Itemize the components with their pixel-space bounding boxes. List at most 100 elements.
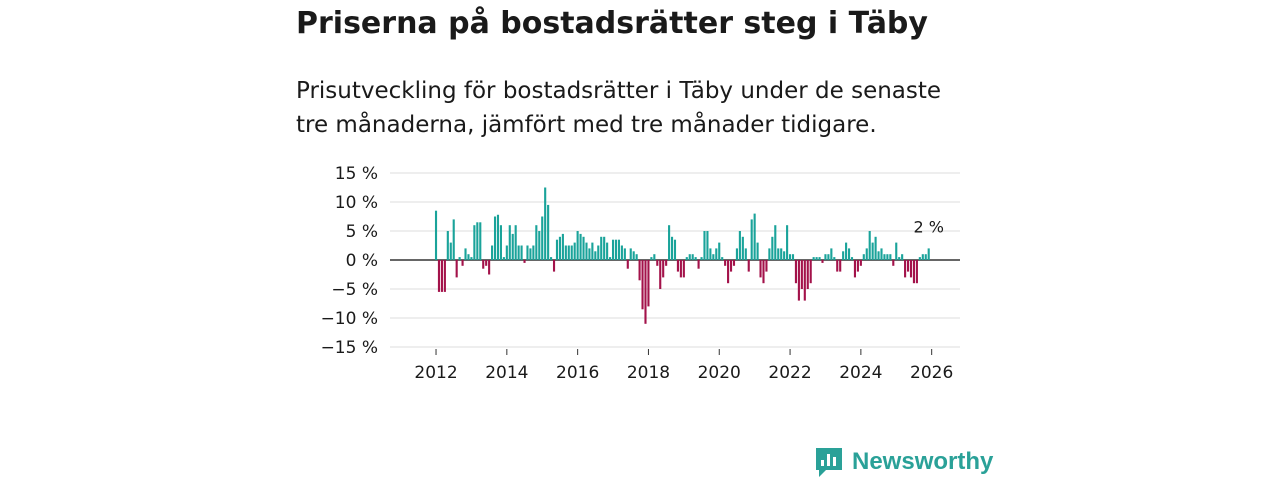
bar xyxy=(511,233,514,260)
bar xyxy=(558,236,561,260)
bar xyxy=(898,257,901,260)
bar xyxy=(552,260,556,272)
x-tick-label: 2024 xyxy=(839,363,882,383)
bar xyxy=(673,239,677,260)
newsworthy-logo: Newsworthy xyxy=(814,444,993,480)
bar xyxy=(768,248,771,260)
bar xyxy=(850,257,854,260)
bar xyxy=(762,260,765,284)
bar xyxy=(679,260,682,278)
bar xyxy=(591,242,594,260)
bar xyxy=(797,260,800,301)
bar xyxy=(824,254,827,260)
bar xyxy=(862,254,865,260)
bar xyxy=(635,254,638,260)
x-tick-label: 2016 xyxy=(556,363,599,383)
bar xyxy=(582,236,585,260)
bar xyxy=(859,260,862,266)
end-value-label: 2 % xyxy=(913,217,943,236)
bar xyxy=(482,260,485,269)
bar xyxy=(561,233,564,260)
bar xyxy=(786,225,789,260)
bar xyxy=(685,257,688,260)
bar xyxy=(550,257,553,260)
newsworthy-icon xyxy=(816,448,842,477)
x-tick-label: 2018 xyxy=(627,363,670,383)
bar xyxy=(706,231,709,260)
bar xyxy=(476,222,479,260)
bar xyxy=(535,225,538,260)
chart-title: Priserna på bostadsrätter steg i Täby xyxy=(296,6,928,41)
y-axis: 15 % 10 % 5 % 0 % −5 % −10 % −15 % xyxy=(321,164,378,358)
bar xyxy=(656,260,659,266)
bar xyxy=(865,248,868,260)
bars xyxy=(434,187,930,324)
bar xyxy=(886,254,889,260)
bar xyxy=(794,260,798,284)
bar xyxy=(842,251,845,260)
bar xyxy=(892,260,895,266)
bar xyxy=(871,242,874,260)
bar xyxy=(485,260,488,266)
bar xyxy=(520,245,523,260)
x-axis: 2012 2014 2016 2018 2020 2022 2024 2026 xyxy=(414,349,953,383)
bar xyxy=(567,245,570,260)
x-tick-label: 2020 xyxy=(698,363,741,383)
bar xyxy=(620,245,623,260)
bar xyxy=(771,236,774,260)
bar xyxy=(617,239,620,260)
bar xyxy=(724,260,727,266)
bar xyxy=(647,260,650,307)
bar xyxy=(499,225,502,260)
bar xyxy=(434,210,438,260)
x-tick-label: 2012 xyxy=(414,363,457,383)
bar xyxy=(697,260,700,269)
bar xyxy=(576,231,579,260)
bar xyxy=(735,248,738,260)
bar xyxy=(830,248,833,260)
y-tick-label: 5 % xyxy=(346,222,378,242)
bar xyxy=(470,257,473,260)
bar xyxy=(523,260,526,263)
bar xyxy=(874,236,877,260)
bar xyxy=(455,260,458,278)
bar xyxy=(853,260,857,278)
annotations: 2 % xyxy=(913,217,943,236)
bar xyxy=(738,231,741,260)
bar xyxy=(632,251,635,260)
bar xyxy=(600,236,603,260)
bar xyxy=(818,257,821,260)
bar xyxy=(603,236,606,260)
y-tick-label: 15 % xyxy=(335,164,378,184)
bar xyxy=(623,248,626,260)
bar xyxy=(609,257,612,260)
bar xyxy=(744,248,747,260)
bar xyxy=(827,254,830,260)
bar xyxy=(780,248,783,260)
bar xyxy=(718,242,721,260)
bar xyxy=(700,257,703,260)
bar xyxy=(694,257,697,260)
bar xyxy=(727,260,730,284)
bar xyxy=(809,260,812,284)
y-tick-label: −5 % xyxy=(331,280,378,300)
bar xyxy=(496,214,500,260)
bar xyxy=(777,248,780,260)
bar xyxy=(759,260,762,278)
y-tick-label: −10 % xyxy=(321,309,378,329)
bar xyxy=(464,248,467,260)
bar xyxy=(508,225,511,260)
bar xyxy=(815,257,818,260)
bar xyxy=(909,260,913,278)
bar xyxy=(440,260,443,292)
bar xyxy=(877,251,880,260)
bar xyxy=(564,245,567,260)
x-tick-label: 2022 xyxy=(768,363,811,383)
bar xyxy=(895,242,898,260)
bar xyxy=(845,242,848,260)
bar xyxy=(729,260,733,272)
bar xyxy=(791,254,795,260)
bar xyxy=(662,260,665,278)
bar xyxy=(491,245,494,260)
bar xyxy=(538,231,541,260)
